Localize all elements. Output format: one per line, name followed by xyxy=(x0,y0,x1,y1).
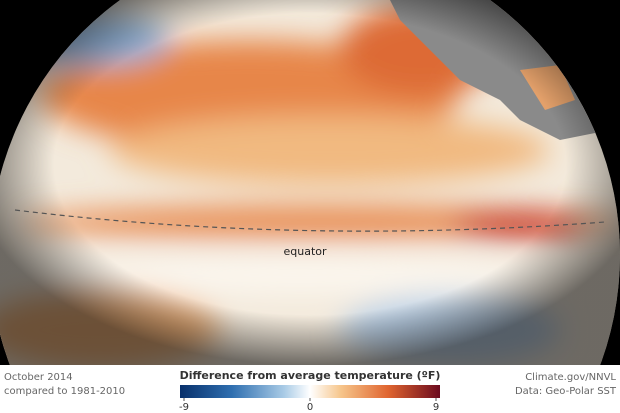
tick-label: 9 xyxy=(433,402,439,413)
colorbar xyxy=(180,385,440,398)
legend-title: Difference from average temperature (ºF) xyxy=(180,369,441,382)
equator-label: equator xyxy=(283,245,327,258)
source: Data: Geo-Polar SST xyxy=(515,386,617,397)
equator-line xyxy=(14,209,606,232)
globe xyxy=(0,0,620,370)
date: October 2014 xyxy=(4,372,73,383)
tick-label: 0 xyxy=(307,402,313,413)
baseline: compared to 1981-2010 xyxy=(4,386,125,397)
tick-label: -9 xyxy=(179,402,189,413)
credit: Climate.gov/NNVL xyxy=(525,372,616,383)
